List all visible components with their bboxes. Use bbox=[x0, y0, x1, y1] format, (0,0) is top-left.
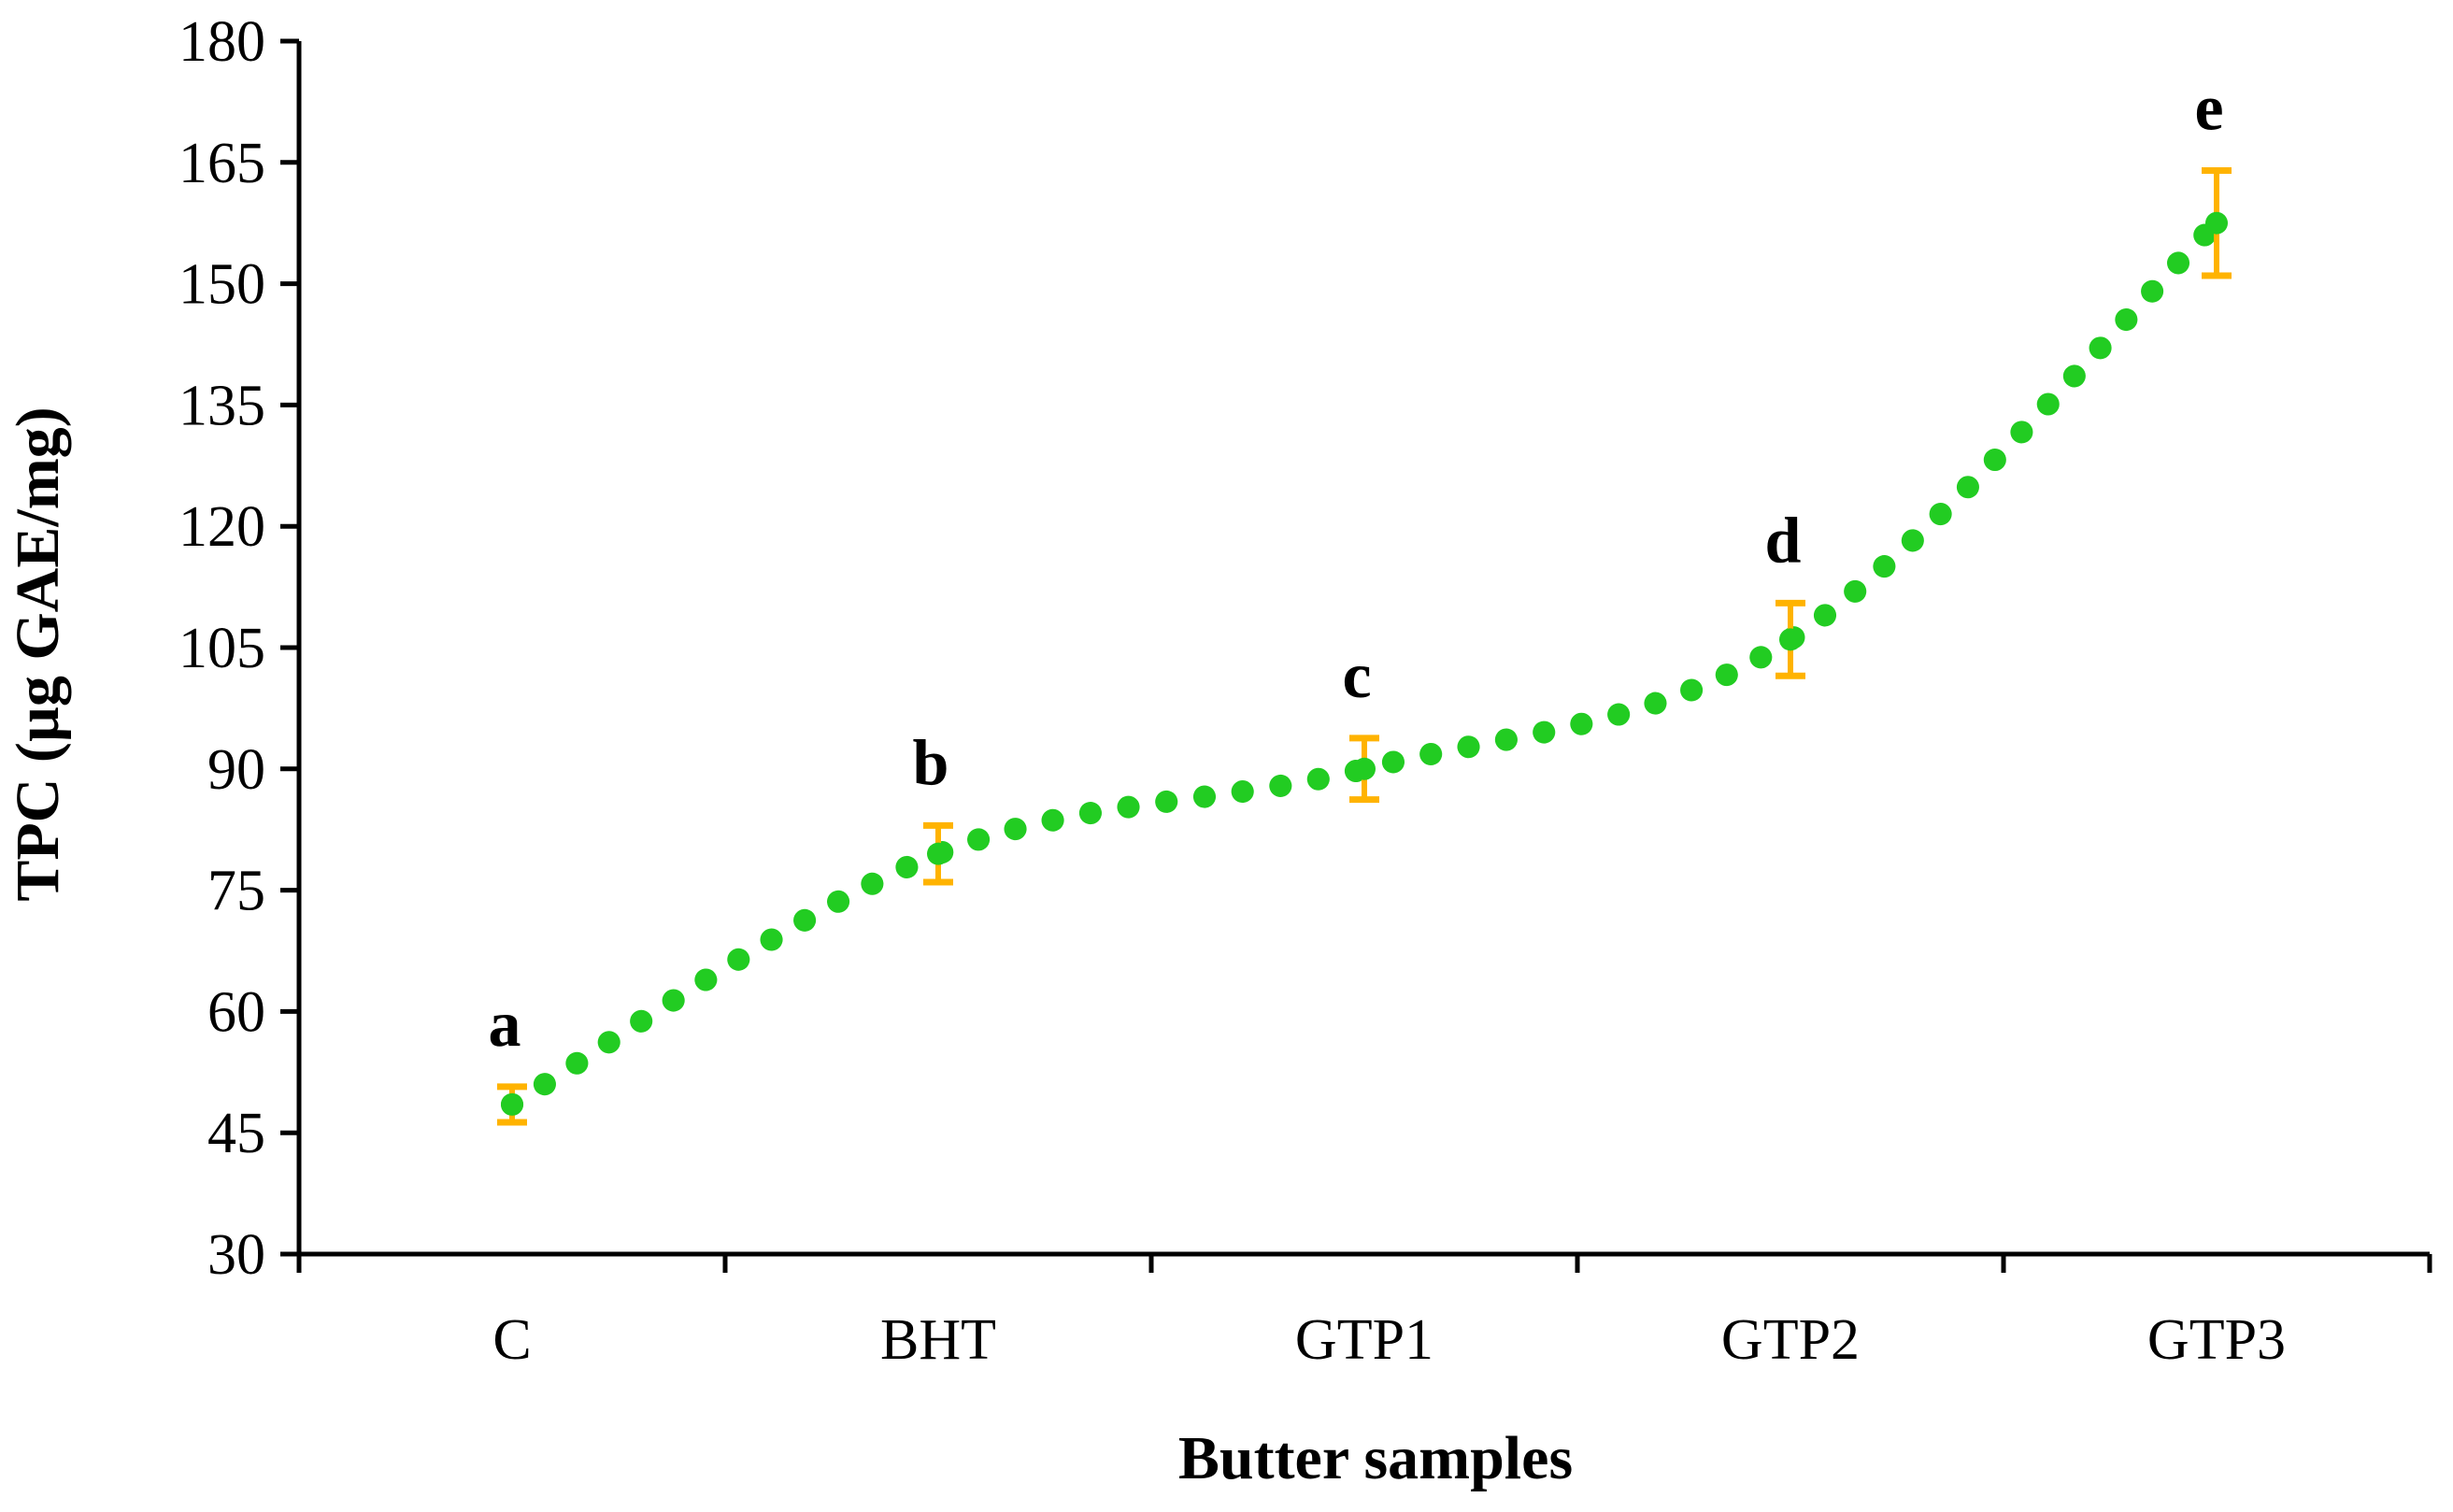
x-axis-title: Butter samples bbox=[1178, 1424, 1573, 1492]
y-tick-label: 135 bbox=[178, 374, 265, 437]
data-point bbox=[927, 842, 949, 865]
x-tick-label: BHT bbox=[880, 1308, 996, 1372]
significance-label: a bbox=[489, 989, 521, 1061]
y-tick-label: 120 bbox=[178, 495, 265, 559]
significance-label: d bbox=[1765, 505, 1802, 577]
data-point bbox=[1779, 628, 1802, 651]
significance-label: e bbox=[2194, 72, 2223, 144]
y-tick-label: 150 bbox=[178, 253, 265, 317]
series-line-tpc bbox=[501, 211, 2228, 1116]
y-axis-title: TPC (µg GAE/mg) bbox=[4, 407, 72, 901]
plot-area: a b c d e bbox=[489, 72, 2232, 1126]
significance-label: b bbox=[913, 727, 949, 799]
x-tick-label: C bbox=[492, 1308, 531, 1372]
x-tick-label: GTP2 bbox=[1721, 1308, 1860, 1372]
data-point bbox=[2205, 211, 2228, 235]
axes: 30 45 60 75 90 105 120 135 150 165 180 C BHT GTP1 GTP2… bbox=[178, 10, 2432, 1372]
y-tick-label: 75 bbox=[207, 860, 265, 923]
y-tick-label: 105 bbox=[178, 617, 265, 680]
y-tick-label: 60 bbox=[207, 980, 265, 1044]
data-point bbox=[501, 1092, 523, 1116]
x-tick-label: GTP3 bbox=[2147, 1308, 2286, 1372]
y-tick-label: 180 bbox=[178, 10, 265, 74]
y-tick-label: 90 bbox=[207, 738, 265, 802]
x-tick-label: GTP1 bbox=[1295, 1308, 1433, 1372]
significance-label: c bbox=[1342, 640, 1371, 712]
data-point bbox=[1353, 757, 1376, 780]
y-tick-label: 45 bbox=[207, 1102, 265, 1165]
y-tick-label: 165 bbox=[178, 132, 265, 195]
y-tick-label: 30 bbox=[207, 1223, 265, 1287]
